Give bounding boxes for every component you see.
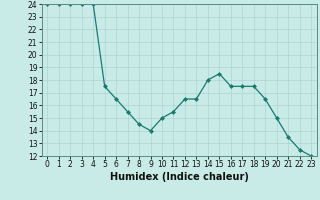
X-axis label: Humidex (Indice chaleur): Humidex (Indice chaleur) bbox=[110, 172, 249, 182]
